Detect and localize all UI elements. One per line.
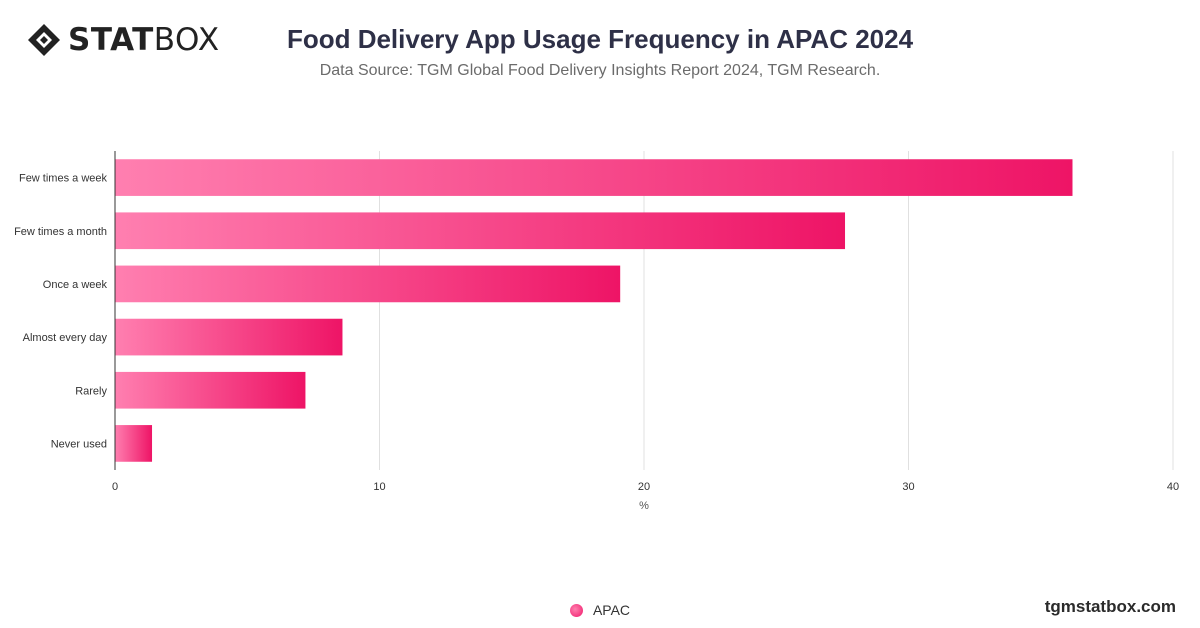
y-category-label: Almost every day <box>23 332 108 344</box>
logo-text-bold: STAT <box>68 22 154 58</box>
logo-text-light: BOX <box>153 22 220 58</box>
x-tick-label: 10 <box>373 481 385 493</box>
chart-subtitle: Data Source: TGM Global Food Delivery In… <box>319 62 881 79</box>
x-tick-label: 30 <box>902 481 914 493</box>
bar <box>115 425 153 462</box>
y-category-label: Few times a week <box>19 173 108 185</box>
logo-text: STATBOX <box>68 22 220 58</box>
bar <box>115 318 343 356</box>
chart-title: Food Delivery App Usage Frequency in APA… <box>286 24 914 54</box>
bar <box>115 212 846 250</box>
x-tick-label: 20 <box>638 481 650 493</box>
legend[interactable]: APAC <box>0 602 1200 618</box>
y-category-label: Once a week <box>43 279 108 291</box>
legend-label: APAC <box>592 602 631 618</box>
watermark: tgmstatbox.com <box>1044 597 1176 616</box>
diamond-logo-icon <box>28 24 60 56</box>
bar <box>115 371 306 409</box>
x-axis-label: % <box>639 500 649 512</box>
y-category-label: Rarely <box>75 385 107 397</box>
y-category-label: Never used <box>51 438 107 450</box>
y-category-label: Few times a month <box>14 226 107 238</box>
bar <box>115 265 621 303</box>
bar <box>115 159 1073 196</box>
statbox-logo: STATBOX <box>26 22 220 58</box>
x-tick-label: 40 <box>1167 481 1179 493</box>
legend-marker <box>569 603 583 617</box>
x-tick-label: 0 <box>112 481 118 493</box>
